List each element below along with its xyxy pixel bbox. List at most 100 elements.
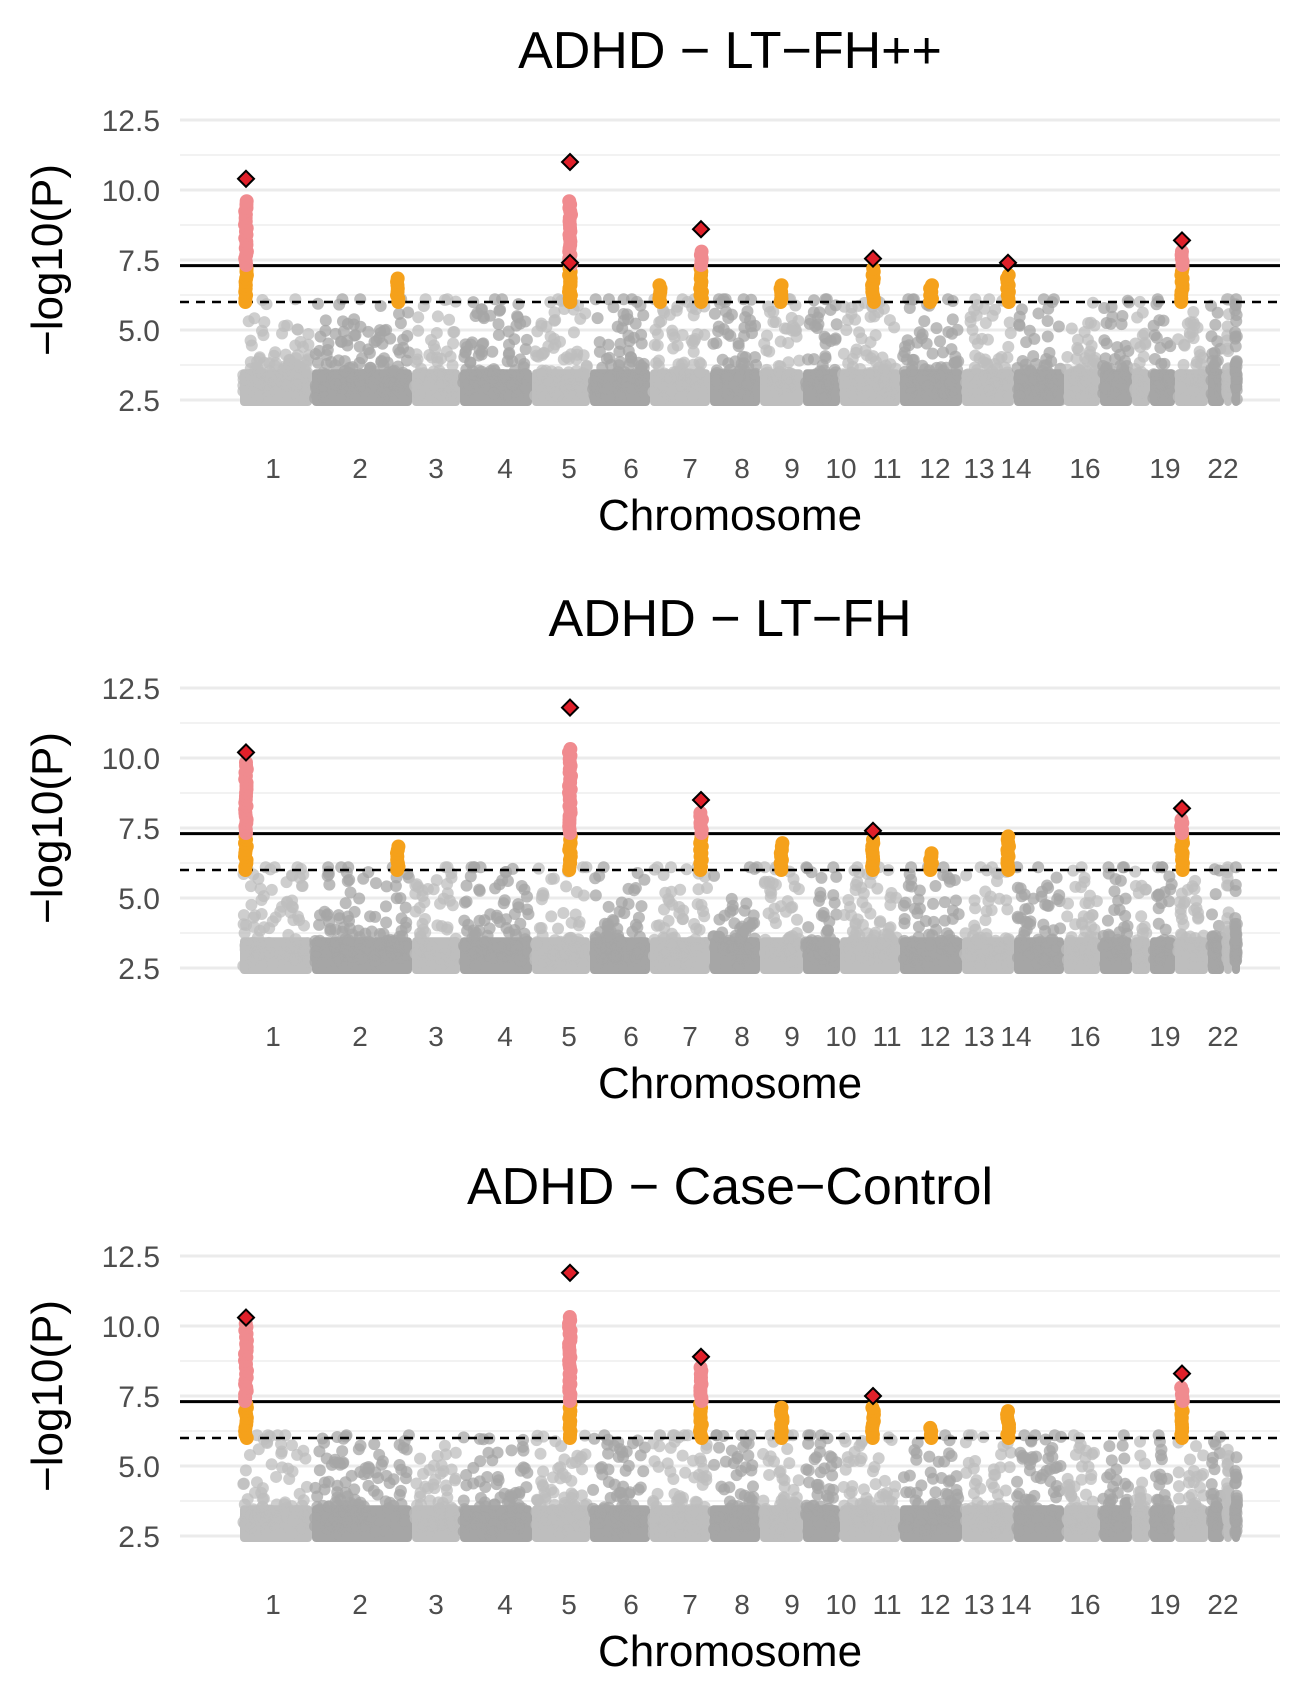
snp-point [746,1480,759,1493]
snp-point [1098,334,1111,347]
snp-point [445,1463,458,1476]
snp-point [788,1497,801,1510]
snp-point [490,1478,503,1491]
snp-point [636,1526,649,1539]
snp-point [739,925,752,938]
chart-title: ADHD − Case−Control [467,1158,993,1216]
peak-snp-point [693,805,708,820]
snp-point [708,960,721,973]
snp-point [1209,377,1222,390]
snp-point [849,929,862,942]
snp-point [1042,302,1055,315]
snp-point [432,370,445,383]
peak-snp-point [924,846,939,861]
snp-point [1138,386,1151,399]
snp-point [826,380,839,393]
snp-point [1193,942,1206,955]
snp-point [805,934,818,947]
snp-point [425,334,438,347]
y-tick-label: 12.5 [102,105,160,138]
snp-point [869,1478,882,1491]
snp-point [872,1452,885,1465]
snp-point [937,346,950,359]
snp-point [254,882,267,895]
snp-point [984,890,997,903]
snp-point [460,1479,473,1492]
peak-snp-point [239,194,254,209]
snp-point [345,1469,358,1482]
peak-chr7 [652,278,668,309]
snp-point [830,318,843,331]
snp-point [533,922,546,935]
snp-point [289,293,302,306]
snp-point [402,306,415,319]
snp-point [1175,912,1188,925]
snp-point [536,1526,549,1539]
manhattan-panel-1: ADHD − LT−FH++2.55.07.510.012.5−log10(P)… [23,22,1280,540]
snp-point [617,1450,630,1463]
snp-point [881,1486,894,1499]
snp-point [443,955,456,968]
snp-point [787,1511,800,1524]
snp-point [855,1452,868,1465]
snp-point [521,1529,534,1542]
snp-point [341,334,354,347]
snp-point [1003,1461,1016,1474]
snp-point [1187,305,1200,318]
x-tick-label: 1 [265,1021,281,1052]
snp-point [639,378,652,391]
snp-point [536,348,549,361]
snp-point [1221,872,1234,885]
snp-point [1067,951,1080,964]
peak-snp-point [1174,812,1189,827]
snp-point [854,1497,867,1510]
snp-point [565,1457,578,1470]
snp-point [638,873,651,886]
snp-point [950,1470,963,1483]
snp-point [941,870,954,883]
snp-point [686,391,699,404]
snp-point [943,1434,956,1447]
snp-point [423,1463,436,1476]
snp-point [648,338,661,351]
snp-point [334,393,347,406]
snp-point [1036,384,1049,397]
peak-chr12 [923,278,939,309]
snp-point [460,340,473,353]
snp-point [323,878,336,891]
snp-point [280,952,293,965]
snp-point [968,332,981,345]
snp-point [1138,327,1151,340]
snp-point [856,896,869,909]
snp-point [354,1439,367,1452]
snp-point [1150,331,1163,344]
snp-point [968,894,981,907]
snp-point [440,923,453,936]
snp-point [698,328,711,341]
snp-point [725,892,738,905]
snp-point [707,930,720,943]
snp-point [439,943,452,956]
snp-point [945,374,958,387]
snp-point [633,391,646,404]
snp-point [1135,910,1148,923]
snp-point [689,332,702,345]
snp-point [264,863,277,876]
snp-point [839,939,852,952]
peak-chr14 [998,253,1018,309]
snp-point [927,897,940,910]
chart-title: ADHD − LT−FH++ [518,22,942,80]
snp-point [724,329,737,342]
snp-point [664,1465,677,1478]
snp-point [680,863,693,876]
snp-point [532,862,545,875]
background-points [237,293,1243,406]
snp-point [995,351,1008,364]
snp-point [1012,390,1025,403]
peak-snp-point [774,278,789,293]
snp-point [1030,358,1043,371]
snp-point [501,355,514,368]
snp-point [331,1431,344,1444]
snp-point [1065,322,1078,335]
snp-point [602,924,615,937]
